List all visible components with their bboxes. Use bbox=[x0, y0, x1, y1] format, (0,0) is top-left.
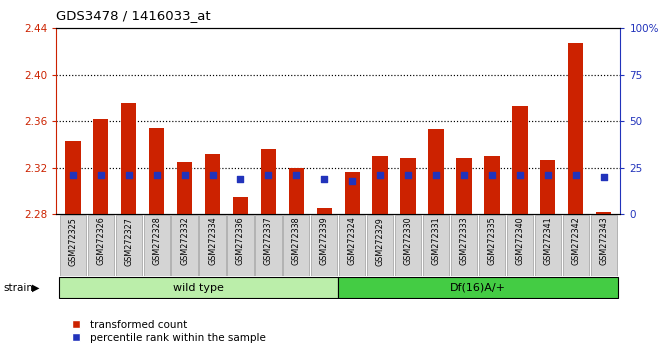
FancyBboxPatch shape bbox=[395, 215, 421, 275]
Bar bbox=[456, 159, 472, 214]
FancyBboxPatch shape bbox=[451, 215, 477, 275]
Text: strain: strain bbox=[3, 282, 33, 293]
FancyBboxPatch shape bbox=[283, 215, 310, 275]
Text: GSM272325: GSM272325 bbox=[69, 217, 77, 266]
FancyBboxPatch shape bbox=[367, 215, 393, 275]
Bar bbox=[372, 156, 388, 214]
Text: GSM272342: GSM272342 bbox=[571, 217, 580, 266]
FancyBboxPatch shape bbox=[172, 215, 198, 275]
Point bbox=[599, 174, 609, 180]
Text: GSM272340: GSM272340 bbox=[515, 217, 524, 265]
Text: GSM272339: GSM272339 bbox=[320, 217, 329, 266]
Text: GSM272338: GSM272338 bbox=[292, 217, 301, 265]
Text: GSM272328: GSM272328 bbox=[152, 217, 161, 266]
Text: GSM272329: GSM272329 bbox=[376, 217, 385, 266]
Bar bbox=[596, 212, 611, 214]
Text: GSM272336: GSM272336 bbox=[236, 217, 245, 265]
Bar bbox=[484, 156, 500, 214]
Point bbox=[375, 172, 385, 178]
Text: Df(16)A/+: Df(16)A/+ bbox=[450, 282, 506, 293]
Point bbox=[180, 172, 190, 178]
Legend: transformed count, percentile rank within the sample: transformed count, percentile rank withi… bbox=[61, 315, 271, 347]
FancyBboxPatch shape bbox=[423, 215, 449, 275]
FancyBboxPatch shape bbox=[143, 215, 170, 275]
Point bbox=[207, 172, 218, 178]
FancyBboxPatch shape bbox=[311, 215, 337, 275]
FancyBboxPatch shape bbox=[339, 215, 366, 275]
Bar bbox=[233, 197, 248, 214]
Point bbox=[403, 172, 413, 178]
Bar bbox=[177, 162, 192, 214]
Bar bbox=[317, 209, 332, 214]
Text: GSM272330: GSM272330 bbox=[403, 217, 412, 265]
Point bbox=[96, 172, 106, 178]
Text: ▶: ▶ bbox=[32, 282, 39, 293]
Point bbox=[151, 172, 162, 178]
Text: GSM272335: GSM272335 bbox=[487, 217, 496, 266]
Bar bbox=[428, 129, 444, 214]
FancyBboxPatch shape bbox=[199, 215, 226, 275]
Bar bbox=[288, 168, 304, 214]
Point bbox=[459, 172, 469, 178]
Text: GSM272331: GSM272331 bbox=[432, 217, 440, 265]
Point bbox=[543, 172, 553, 178]
FancyBboxPatch shape bbox=[115, 215, 142, 275]
Point bbox=[235, 176, 246, 182]
FancyBboxPatch shape bbox=[60, 215, 86, 275]
Bar bbox=[65, 141, 81, 214]
Point bbox=[431, 172, 442, 178]
Bar bbox=[121, 103, 137, 214]
Text: wild type: wild type bbox=[173, 282, 224, 293]
FancyBboxPatch shape bbox=[535, 215, 561, 275]
Text: GSM272343: GSM272343 bbox=[599, 217, 608, 265]
Point bbox=[515, 172, 525, 178]
Bar bbox=[568, 44, 583, 214]
Text: GSM272332: GSM272332 bbox=[180, 217, 189, 266]
Bar bbox=[540, 160, 556, 214]
FancyBboxPatch shape bbox=[255, 215, 282, 275]
FancyBboxPatch shape bbox=[562, 215, 589, 275]
Bar bbox=[401, 159, 416, 214]
Point bbox=[263, 172, 274, 178]
Point bbox=[319, 176, 329, 182]
FancyBboxPatch shape bbox=[88, 215, 114, 275]
Text: GDS3478 / 1416033_at: GDS3478 / 1416033_at bbox=[56, 9, 211, 22]
FancyBboxPatch shape bbox=[227, 215, 253, 275]
Point bbox=[291, 172, 302, 178]
FancyBboxPatch shape bbox=[591, 215, 616, 275]
Bar bbox=[261, 149, 276, 214]
Point bbox=[347, 178, 358, 183]
Bar bbox=[205, 154, 220, 214]
Point bbox=[123, 172, 134, 178]
Point bbox=[67, 172, 78, 178]
Point bbox=[570, 172, 581, 178]
Point bbox=[486, 172, 497, 178]
FancyBboxPatch shape bbox=[338, 277, 618, 298]
Text: GSM272326: GSM272326 bbox=[96, 217, 106, 266]
Text: GSM272327: GSM272327 bbox=[124, 217, 133, 266]
Text: GSM272337: GSM272337 bbox=[264, 217, 273, 266]
Text: GSM272341: GSM272341 bbox=[543, 217, 552, 265]
Text: GSM272333: GSM272333 bbox=[459, 217, 469, 265]
Bar bbox=[149, 128, 164, 214]
Text: GSM272324: GSM272324 bbox=[348, 217, 356, 266]
Bar bbox=[345, 172, 360, 214]
Text: GSM272334: GSM272334 bbox=[208, 217, 217, 265]
Bar bbox=[512, 106, 527, 214]
FancyBboxPatch shape bbox=[507, 215, 533, 275]
Bar bbox=[93, 119, 108, 214]
FancyBboxPatch shape bbox=[478, 215, 505, 275]
FancyBboxPatch shape bbox=[59, 277, 338, 298]
